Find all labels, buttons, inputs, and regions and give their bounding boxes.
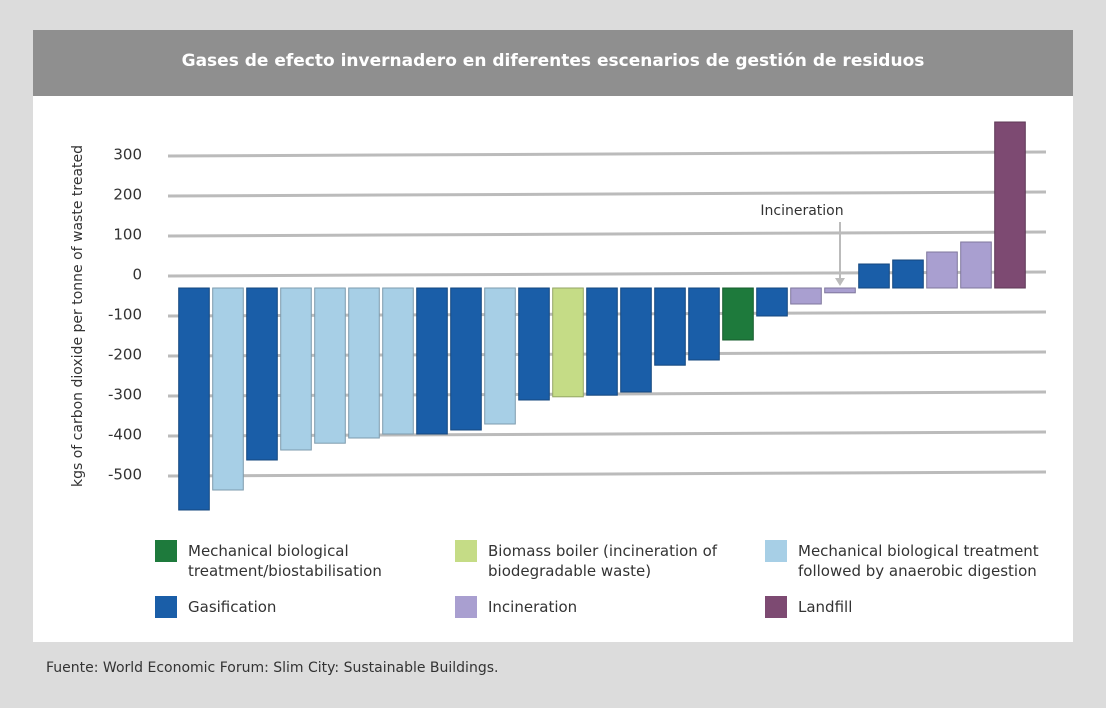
- bar: [824, 287, 856, 294]
- legend-swatch: [765, 596, 787, 618]
- legend-swatch: [155, 540, 177, 562]
- legend-label: Incineration: [488, 598, 578, 616]
- bar: [620, 287, 652, 393]
- bar: [416, 287, 448, 435]
- grid-line: [167, 190, 1047, 198]
- annotation-arrowhead: [835, 278, 845, 286]
- source: Fuente: World Economic Forum: Slim City:…: [46, 660, 499, 676]
- bar: [858, 263, 890, 289]
- grid-line: [167, 230, 1047, 238]
- bar: [892, 259, 924, 289]
- y-axis-label: kgs of carbon dioxide per tonne of waste…: [70, 145, 86, 487]
- legend-swatch: [455, 596, 477, 618]
- bar: [654, 287, 686, 366]
- y-tick-label: 0: [132, 266, 142, 284]
- y-tick-label: -500: [108, 466, 142, 484]
- legend-swatch: [155, 596, 177, 618]
- legend-label: Mechanical biological treatment/biostabi…: [188, 542, 382, 580]
- y-tick-label: 300: [113, 146, 142, 164]
- bar: [586, 287, 618, 396]
- y-tick-label: -300: [108, 386, 142, 404]
- legend-label: Gasification: [188, 598, 277, 616]
- bar: [926, 251, 958, 289]
- y-tick-label: -100: [108, 306, 142, 324]
- bar: [790, 287, 822, 305]
- bar: [382, 287, 414, 435]
- y-tick-label: -400: [108, 426, 142, 444]
- bar: [518, 287, 550, 401]
- annotation: Incineration: [760, 203, 843, 219]
- legend-label: Mechanical biological treatment followed…: [798, 542, 1039, 580]
- bar: [484, 287, 516, 425]
- bar: [722, 287, 754, 341]
- bar: [756, 287, 788, 317]
- grid-line: [167, 470, 1047, 478]
- chart-title: Gases de efecto invernadero en diferente…: [33, 30, 1073, 96]
- y-tick-label: -200: [108, 346, 142, 364]
- legend-label: Landfill: [798, 598, 853, 616]
- y-tick-label: 100: [113, 226, 142, 244]
- grid-line: [167, 150, 1047, 158]
- legend-swatch: [455, 540, 477, 562]
- bar: [688, 287, 720, 361]
- bar: [994, 121, 1026, 289]
- bar: [348, 287, 380, 439]
- bar: [178, 287, 210, 511]
- bar: [314, 287, 346, 444]
- y-tick-label: 200: [113, 186, 142, 204]
- bar: [960, 241, 992, 289]
- bar: [246, 287, 278, 461]
- bar: [280, 287, 312, 451]
- legend-label: Biomass boiler (incineration of biodegra…: [488, 542, 718, 580]
- bar: [212, 287, 244, 491]
- legend-swatch: [765, 540, 787, 562]
- bar: [450, 287, 482, 431]
- bar: [552, 287, 584, 398]
